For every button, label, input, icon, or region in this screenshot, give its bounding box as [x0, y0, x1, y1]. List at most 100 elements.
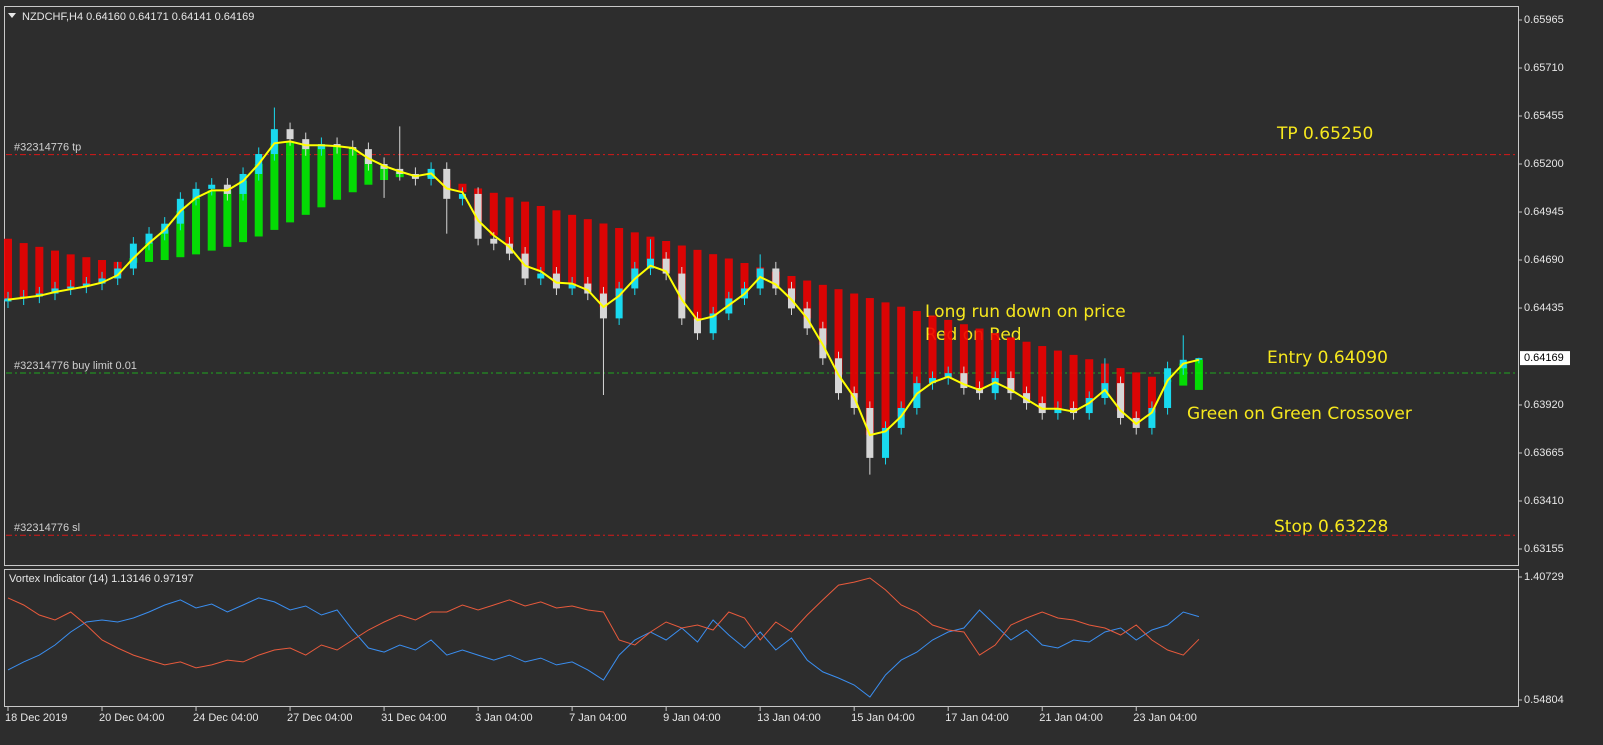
candle-body: [1164, 368, 1172, 408]
y-tick-label: 0.65200: [1524, 158, 1564, 170]
candle-body: [114, 268, 122, 279]
candle-body: [615, 288, 623, 319]
order-label: #32314776 tp: [14, 142, 81, 154]
ribbon-bar: [223, 190, 232, 247]
candle-body: [693, 318, 701, 334]
candle-body: [552, 273, 560, 289]
ribbon-bar: [850, 293, 859, 398]
candle-body: [490, 238, 498, 244]
y-tick-label: 0.64690: [1524, 254, 1564, 266]
candle-body: [882, 427, 890, 458]
chart-title: NZDCHF,H4 0.64160 0.64171 0.64141 0.6416…: [22, 11, 254, 23]
candle-body: [364, 149, 372, 165]
order-label: #32314776 sl: [14, 522, 80, 534]
y-tick-label: 0.63410: [1524, 495, 1564, 507]
candle-body: [286, 129, 294, 140]
ribbon-bar: [991, 333, 1000, 383]
indicator-line: [7, 597, 1200, 698]
current-price-label: 0.64169: [1524, 352, 1564, 364]
annotation: TP 0.65250: [1276, 124, 1373, 144]
x-tick-label: 17 Jan 04:00: [945, 712, 1009, 724]
candle-body: [584, 283, 592, 294]
ribbon-bar: [207, 190, 216, 251]
candle-body: [129, 243, 137, 269]
candle-body: [960, 373, 968, 389]
ribbon-bar: [239, 180, 248, 243]
collapse-icon[interactable]: [8, 13, 16, 18]
candle-body: [270, 129, 278, 155]
ribbon-bar: [145, 243, 154, 262]
vortex-panel-border: [4, 569, 1519, 707]
ribbon-bar: [1085, 359, 1094, 404]
ribbon-bar: [1147, 376, 1156, 413]
candle-body: [239, 173, 247, 194]
candle-body: [302, 139, 310, 150]
x-tick-label: 21 Jan 04:00: [1039, 712, 1103, 724]
y-tick-label: 0.64945: [1524, 206, 1564, 218]
ribbon-bar: [944, 319, 953, 377]
candle-body: [1007, 378, 1015, 394]
y-tick-label: 0.65710: [1524, 62, 1564, 74]
ribbon-bar: [82, 257, 91, 287]
ribbon-bar: [897, 306, 906, 417]
x-tick-label: 7 Jan 04:00: [569, 712, 627, 724]
ribbon-bar: [286, 141, 295, 223]
candle-body: [458, 193, 466, 199]
candle-body: [646, 258, 654, 269]
x-tick-label: 24 Dec 04:00: [193, 712, 258, 724]
x-tick-label: 20 Dec 04:00: [99, 712, 164, 724]
ribbon-bar: [536, 205, 545, 272]
ribbon-bar: [1053, 350, 1062, 409]
ribbon-bar: [1069, 354, 1078, 412]
y-tick-label: 0.64435: [1524, 302, 1564, 314]
ribbon-bar: [693, 249, 702, 321]
y-tick-label: 0.63665: [1524, 447, 1564, 459]
fast-ma-line: [7, 140, 1200, 437]
ribbon-bar: [489, 192, 498, 236]
ribbon-bar: [615, 228, 624, 296]
candle-body: [772, 268, 780, 289]
y-tick-label: 0.65965: [1524, 14, 1564, 26]
ribbon-bar: [834, 289, 843, 375]
candle-body: [1148, 407, 1156, 428]
x-tick-label: 9 Jan 04:00: [663, 712, 721, 724]
annotation: Stop 0.63228: [1274, 517, 1388, 537]
ribbon-bar: [630, 232, 639, 279]
ribbon-bar: [740, 263, 749, 294]
ribbon-bar: [724, 258, 733, 306]
y-tick-label: 0.65455: [1524, 110, 1564, 122]
current-price-box: [1520, 351, 1570, 366]
ribbon-bar: [975, 328, 984, 390]
candle-body: [1054, 407, 1062, 414]
ribbon-bar: [1006, 337, 1015, 390]
candle-body: [568, 283, 576, 289]
candle-body: [98, 278, 106, 284]
candle-body: [4, 298, 12, 302]
ribbon-bar: [1022, 341, 1031, 400]
ribbon-bar: [1038, 346, 1047, 409]
x-tick-label: 18 Dec 2019: [5, 712, 67, 724]
order-label: #32314776 buy limit 0.01: [14, 360, 137, 372]
ribbon-bar: [160, 229, 169, 261]
ribbon-bar: [176, 211, 185, 258]
candle-body: [82, 283, 90, 287]
x-tick-label: 27 Dec 04:00: [287, 712, 352, 724]
ribbon-bar: [66, 254, 75, 290]
annotation: Entry 0.64090: [1267, 348, 1388, 368]
candle-body: [192, 188, 200, 199]
x-tick-label: 23 Jan 04:00: [1133, 712, 1197, 724]
annotation: Long run down on price: [925, 302, 1126, 322]
ribbon-bar: [505, 197, 514, 247]
ribbon-bar: [333, 146, 342, 200]
ribbon-bar: [709, 254, 718, 317]
candle-body: [1195, 358, 1203, 360]
candle-body: [1023, 393, 1031, 404]
ribbon-bar: [192, 197, 201, 255]
indicator-line: [7, 577, 1200, 669]
ribbon-bar: [254, 164, 263, 237]
y-tick-label: 0.54804: [1524, 694, 1564, 706]
candle-body: [678, 273, 686, 319]
y-tick-label: 0.63155: [1524, 543, 1564, 555]
